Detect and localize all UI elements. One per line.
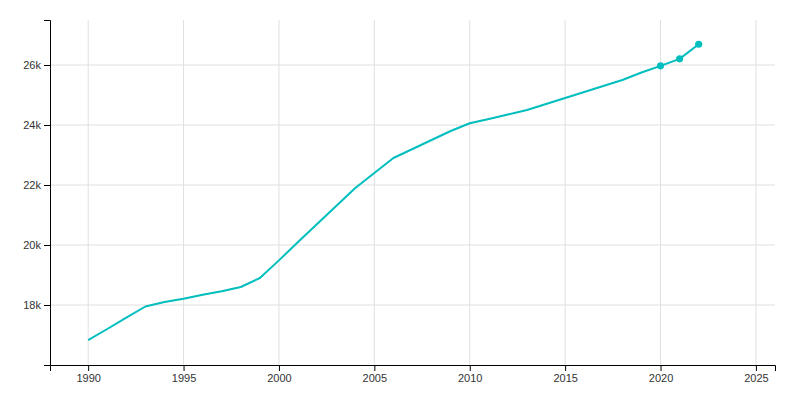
tick-label: 1995 <box>172 372 196 384</box>
tick-mark <box>279 365 280 371</box>
tick-label: 2000 <box>267 372 291 384</box>
tick: 2020 <box>649 365 673 384</box>
plot-area: 1990 1995 2000 2005 2010 2015 2020 2025 18k 20k 22… <box>23 20 775 384</box>
grid-line <box>88 20 89 365</box>
tick: 1990 <box>76 365 100 384</box>
tick: 26k <box>23 59 50 71</box>
grid-line <box>565 20 566 365</box>
tick: 20k <box>23 239 50 251</box>
line <box>88 44 699 340</box>
tick-mark <box>88 365 89 371</box>
marker <box>695 41 702 48</box>
tick-mark <box>470 365 471 371</box>
tick-label: 2010 <box>458 372 482 384</box>
y-axis: 18k 20k 22k 24k 26k <box>23 21 50 366</box>
tick-mark <box>44 185 50 186</box>
tick-mark <box>44 125 50 126</box>
tick: 2025 <box>744 365 768 384</box>
tick: 2000 <box>267 365 291 384</box>
grid-line <box>755 20 756 365</box>
tick-mark <box>565 365 566 371</box>
tick: 18k <box>23 299 50 311</box>
tick-label: 18k <box>23 299 41 311</box>
tick-label: 26k <box>23 59 41 71</box>
tick-label: 2025 <box>744 372 768 384</box>
tick-mark <box>374 365 375 371</box>
chart: 1990 1995 2000 2005 2010 2015 2020 2025 18k 20k 22… <box>0 0 800 400</box>
grid <box>50 20 775 365</box>
axis-line <box>44 21 51 366</box>
tick: 22k <box>23 179 50 191</box>
grid-line <box>50 125 775 126</box>
grid-line <box>374 20 375 365</box>
tick-mark <box>44 65 50 66</box>
grid-line <box>469 20 470 365</box>
tick-label: 20k <box>23 239 41 251</box>
tick-label: 22k <box>23 179 41 191</box>
axis-line <box>51 366 776 372</box>
tick-mark <box>661 365 662 371</box>
tick-label: 2015 <box>553 372 577 384</box>
grid-line <box>183 20 184 365</box>
grid-line <box>278 20 279 365</box>
tick: 24k <box>23 119 50 131</box>
tick-mark <box>44 245 50 246</box>
marker <box>676 55 683 62</box>
marks <box>88 41 702 340</box>
grid-line <box>50 245 775 246</box>
tick: 2015 <box>553 365 577 384</box>
tick: 1995 <box>172 365 196 384</box>
tick-mark <box>184 365 185 371</box>
marker <box>657 62 664 69</box>
tick-mark <box>44 305 50 306</box>
tick-label: 2020 <box>649 372 673 384</box>
grid-line <box>660 20 661 365</box>
grid-line <box>50 185 775 186</box>
tick: 2005 <box>363 365 387 384</box>
tick-label: 24k <box>23 119 41 131</box>
tick-mark <box>756 365 757 371</box>
tick: 2010 <box>458 365 482 384</box>
tick-label: 2005 <box>363 372 387 384</box>
grid-line <box>50 305 775 306</box>
tick-label: 1990 <box>76 372 100 384</box>
x-axis: 1990 1995 2000 2005 2010 2015 2020 2025 <box>51 365 776 384</box>
